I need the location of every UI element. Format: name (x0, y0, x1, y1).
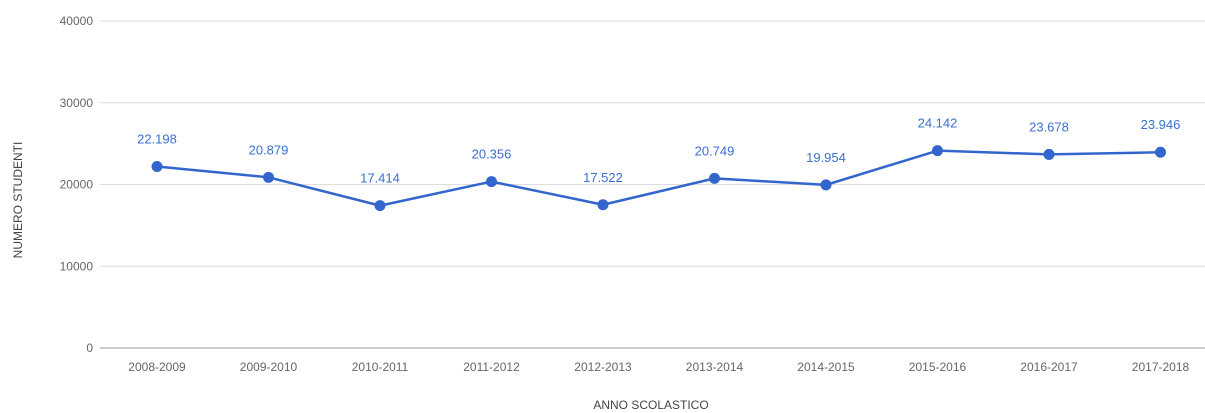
x-tick-label: 2011-2012 (463, 360, 520, 374)
data-label: 20.749 (695, 143, 735, 158)
data-point (932, 145, 943, 157)
series-line (156, 149, 1161, 207)
data-label: 22.198 (137, 132, 177, 147)
gridlines (100, 20, 1205, 349)
data-label: 19.954 (806, 150, 846, 165)
y-axis-title: NUMERO STUDENTI (11, 142, 25, 259)
x-tick-label: 2008-2009 (128, 360, 186, 374)
data-label: 20.879 (249, 142, 289, 157)
x-tick-label: 2010-2011 (352, 360, 409, 374)
x-axis-ticks: 2008-2009 2009-2010 2010-2011 2011-2012 2012… (128, 360, 1189, 374)
data-label: 24.142 (918, 116, 958, 131)
y-tick-label: 0 (86, 341, 93, 355)
data-label: 20.356 (472, 147, 512, 162)
data-point (709, 172, 720, 184)
data-labels: 22.198 20.879 17.414 20.356 17.522 20.749 19.9… (137, 116, 1180, 186)
data-point (597, 199, 609, 211)
x-tick-label: 2014-2015 (797, 360, 855, 374)
series-line-group (156, 149, 1161, 207)
data-point (151, 161, 163, 173)
y-tick-label: 20000 (60, 178, 94, 192)
data-point (820, 179, 832, 191)
data-label: 17.522 (583, 170, 623, 185)
data-point (486, 176, 497, 188)
x-tick-label: 2015-2016 (909, 360, 967, 374)
data-point (263, 171, 274, 183)
x-axis-title: ANNO SCOLASTICO (593, 398, 708, 412)
x-tick-label: 2013-2014 (686, 360, 744, 374)
data-label: 17.414 (360, 171, 400, 186)
data-points (151, 145, 1166, 212)
data-point (374, 200, 386, 212)
data-point (1155, 146, 1166, 158)
data-label: 23.946 (1141, 117, 1181, 132)
x-tick-label: 2012-2013 (574, 360, 632, 374)
y-axis-ticks: 0 10000 20000 30000 40000 (60, 14, 94, 355)
x-tick-label: 2017-2018 (1132, 360, 1190, 374)
y-tick-label: 10000 (60, 259, 94, 273)
data-point (1043, 148, 1055, 160)
y-tick-label: 40000 (60, 14, 94, 28)
x-tick-label: 2009-2010 (240, 360, 298, 374)
data-label: 23.678 (1029, 119, 1069, 134)
x-tick-label: 2016-2017 (1020, 360, 1078, 374)
y-tick-label: 30000 (60, 96, 94, 110)
